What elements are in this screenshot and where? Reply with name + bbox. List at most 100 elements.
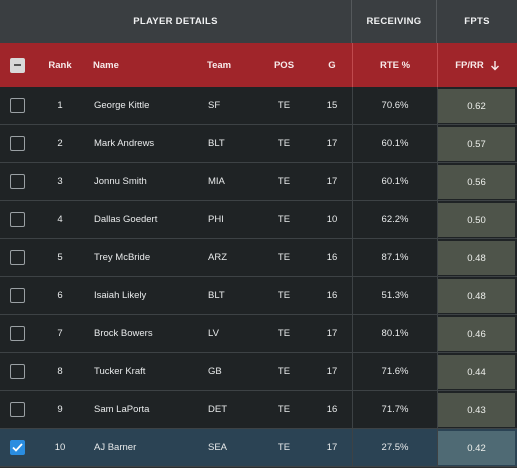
row-checkbox-cell xyxy=(10,125,25,162)
table-row[interactable]: 8 Tucker Kraft GB TE 17 71.6% 0.44 xyxy=(0,353,517,391)
games-cell: 10 xyxy=(326,214,338,225)
row-checkbox-cell xyxy=(10,201,25,238)
games-cell: 16 xyxy=(326,404,338,415)
games-cell: 17 xyxy=(326,176,338,187)
table-row[interactable]: 10 AJ Barner SEA TE 17 27.5% 0.42 xyxy=(0,429,517,467)
fprr-cell: 0.57 xyxy=(438,127,515,161)
column-team[interactable]: Team xyxy=(207,59,232,71)
row-checkbox[interactable] xyxy=(10,174,25,189)
pos-cell: TE xyxy=(277,138,291,149)
column-g[interactable]: G xyxy=(328,59,336,71)
table-row[interactable]: 2 Mark Andrews BLT TE 17 60.1% 0.57 xyxy=(0,125,517,163)
rank-cell: 6 xyxy=(57,290,63,301)
pos-cell: TE xyxy=(277,366,291,377)
select-all-checkbox[interactable] xyxy=(10,57,25,73)
rte-cell: 51.3% xyxy=(381,290,409,301)
pos-cell: TE xyxy=(277,442,291,453)
name-cell[interactable]: Tucker Kraft xyxy=(94,366,146,377)
row-checkbox-cell xyxy=(10,239,25,276)
group-fpts: FPTS xyxy=(437,0,517,43)
fprr-cell: 0.48 xyxy=(438,241,515,275)
column-rank[interactable]: Rank xyxy=(48,59,72,71)
rank-cell: 10 xyxy=(54,442,66,453)
table-row[interactable]: 9 Sam LaPorta DET TE 16 71.7% 0.43 xyxy=(0,391,517,429)
row-checkbox-cell xyxy=(10,429,25,466)
row-checkbox-cell xyxy=(10,315,25,352)
name-cell[interactable]: Trey McBride xyxy=(94,252,151,263)
team-cell: BLT xyxy=(208,138,225,149)
column-fprr-label: FP/RR xyxy=(455,59,484,71)
team-cell: GB xyxy=(208,366,222,377)
rank-cell: 7 xyxy=(57,328,63,339)
pos-cell: TE xyxy=(277,100,291,111)
name-cell[interactable]: Jonnu Smith xyxy=(94,176,147,187)
rte-cell: 71.7% xyxy=(381,404,409,415)
team-cell: SF xyxy=(208,100,221,111)
rte-cell: 70.6% xyxy=(381,100,409,111)
row-checkbox[interactable] xyxy=(10,440,25,455)
arrow-down-icon xyxy=(490,60,499,70)
row-checkbox-cell xyxy=(10,277,25,314)
rte-cell: 27.5% xyxy=(381,442,409,453)
team-cell: LV xyxy=(208,328,219,339)
games-cell: 17 xyxy=(326,328,338,339)
select-all-cell xyxy=(10,43,25,87)
table-row[interactable]: 4 Dallas Goedert PHI TE 10 62.2% 0.50 xyxy=(0,201,517,239)
fprr-cell: 0.48 xyxy=(438,279,515,313)
fprr-cell: 0.62 xyxy=(438,89,515,123)
column-name[interactable]: Name xyxy=(93,59,119,71)
row-checkbox-cell xyxy=(10,87,25,124)
fprr-cell: 0.46 xyxy=(438,317,515,351)
name-cell[interactable]: AJ Barner xyxy=(94,442,137,453)
pos-cell: TE xyxy=(277,290,291,301)
pos-cell: TE xyxy=(277,328,291,339)
column-rte[interactable]: RTE % xyxy=(379,59,411,71)
team-cell: PHI xyxy=(208,214,224,225)
rank-cell: 4 xyxy=(57,214,63,225)
games-cell: 16 xyxy=(326,290,338,301)
table-row[interactable]: 5 Trey McBride ARZ TE 16 87.1% 0.48 xyxy=(0,239,517,277)
rank-cell: 9 xyxy=(57,404,63,415)
row-checkbox[interactable] xyxy=(10,364,25,379)
column-fprr[interactable]: FP/RR xyxy=(438,43,517,87)
name-cell[interactable]: Isaiah Likely xyxy=(94,290,147,301)
column-header-row: Rank Name Team POS G RTE % FP/RR xyxy=(0,43,517,87)
games-cell: 17 xyxy=(326,442,338,453)
row-checkbox[interactable] xyxy=(10,136,25,151)
games-cell: 17 xyxy=(326,138,338,149)
table-row[interactable]: 1 George Kittle SF TE 15 70.6% 0.62 xyxy=(0,87,517,125)
name-cell[interactable]: Mark Andrews xyxy=(94,138,155,149)
name-cell[interactable]: Brock Bowers xyxy=(94,328,153,339)
rte-cell: 87.1% xyxy=(381,252,409,263)
row-checkbox[interactable] xyxy=(10,288,25,303)
fprr-cell: 0.43 xyxy=(438,393,515,427)
table-body: 1 George Kittle SF TE 15 70.6% 0.62 2 Ma… xyxy=(0,87,517,467)
team-cell: DET xyxy=(208,404,227,415)
fprr-cell: 0.42 xyxy=(438,431,515,465)
team-cell: ARZ xyxy=(208,252,227,263)
row-checkbox[interactable] xyxy=(10,212,25,227)
rte-cell: 60.1% xyxy=(381,176,409,187)
row-checkbox[interactable] xyxy=(10,402,25,417)
table-row[interactable]: 7 Brock Bowers LV TE 17 80.1% 0.46 xyxy=(0,315,517,353)
fprr-cell: 0.44 xyxy=(438,355,515,389)
pos-cell: TE xyxy=(277,214,291,225)
row-checkbox[interactable] xyxy=(10,326,25,341)
name-cell[interactable]: Sam LaPorta xyxy=(94,404,150,415)
name-cell[interactable]: Dallas Goedert xyxy=(94,214,158,225)
rank-cell: 8 xyxy=(57,366,63,377)
group-player-details: PLAYER DETAILS xyxy=(0,0,352,43)
row-checkbox[interactable] xyxy=(10,250,25,265)
row-checkbox-cell xyxy=(10,391,25,428)
group-header: PLAYER DETAILS RECEIVING FPTS xyxy=(0,0,517,43)
table-row[interactable]: 3 Jonnu Smith MIA TE 17 60.1% 0.56 xyxy=(0,163,517,201)
rank-cell: 2 xyxy=(57,138,63,149)
row-checkbox[interactable] xyxy=(10,98,25,113)
rte-cell: 60.1% xyxy=(381,138,409,149)
rank-cell: 3 xyxy=(57,176,63,187)
group-receiving: RECEIVING xyxy=(352,0,437,43)
table-row[interactable]: 6 Isaiah Likely BLT TE 16 51.3% 0.48 xyxy=(0,277,517,315)
column-pos[interactable]: POS xyxy=(273,59,295,71)
name-cell[interactable]: George Kittle xyxy=(94,100,150,111)
